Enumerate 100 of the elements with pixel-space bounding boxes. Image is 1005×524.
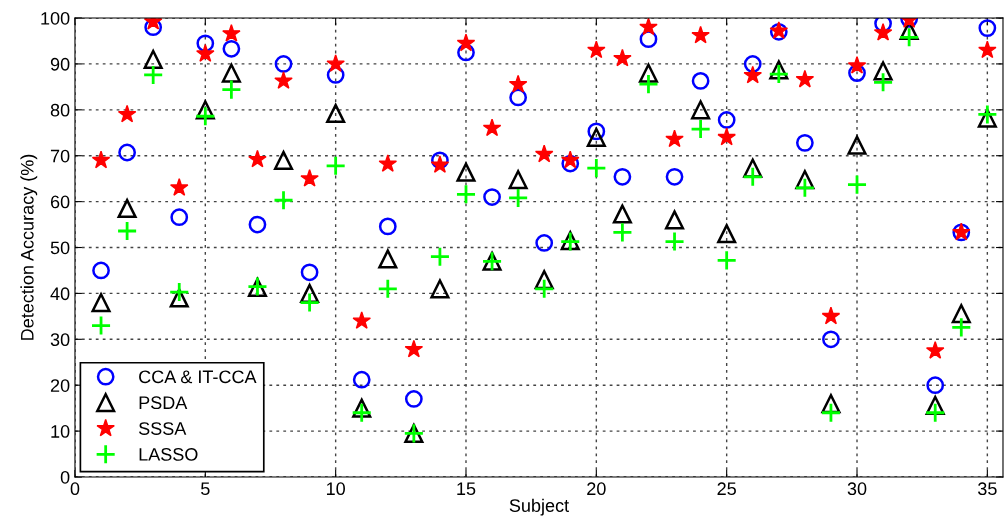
point: [91, 150, 111, 169]
point: [220, 79, 242, 101]
point: [507, 187, 529, 209]
point: [585, 157, 607, 179]
x-tick-label: 15: [457, 482, 476, 496]
point: [273, 189, 294, 211]
point: [248, 215, 267, 234]
point: [378, 154, 398, 172]
point: [508, 74, 528, 93]
point: [483, 188, 501, 206]
point: [455, 183, 477, 205]
x-tick-label: 30: [847, 482, 867, 496]
point: [326, 66, 345, 84]
point: [90, 315, 112, 336]
y-tick-label: 20: [50, 379, 70, 392]
point: [222, 39, 241, 58]
point: [196, 34, 215, 53]
point: [169, 178, 189, 196]
point: [873, 61, 893, 81]
point: [300, 168, 319, 187]
point: [404, 339, 424, 358]
point: [847, 135, 867, 155]
y-tick-label: 70: [50, 149, 70, 163]
point: [482, 118, 502, 137]
point: [873, 22, 893, 41]
point: [116, 220, 138, 242]
point: [848, 64, 866, 82]
point: [326, 103, 346, 124]
point: [717, 224, 737, 244]
point: [194, 105, 216, 127]
point: [820, 402, 842, 424]
y-tick-label: 50: [50, 241, 70, 255]
x-tick-label: 10: [326, 482, 345, 496]
y-tick-label: 10: [51, 425, 70, 438]
point: [142, 64, 164, 86]
legend-label: CCA & IT-CCA: [139, 370, 257, 384]
point: [325, 155, 347, 177]
point: [118, 143, 136, 162]
legend-label: LASSO: [139, 448, 198, 461]
point: [717, 127, 736, 146]
point: [91, 293, 111, 313]
point: [170, 208, 189, 227]
point: [508, 170, 528, 190]
point: [429, 246, 451, 268]
point: [795, 133, 814, 152]
point: [664, 231, 685, 252]
point: [587, 40, 606, 59]
point: [665, 167, 684, 186]
point: [560, 150, 580, 169]
point: [352, 311, 372, 329]
point: [457, 43, 475, 62]
point: [950, 316, 972, 338]
point: [639, 18, 658, 36]
point: [872, 71, 894, 93]
point: [168, 281, 190, 303]
point: [612, 204, 632, 224]
point: [794, 177, 816, 199]
x-tick-label: 35: [978, 482, 997, 496]
point: [143, 49, 163, 69]
point: [378, 249, 398, 269]
point: [611, 221, 633, 243]
x-tick-label: 25: [717, 482, 736, 496]
point: [691, 72, 710, 90]
point: [222, 23, 241, 42]
point: [352, 370, 371, 389]
point: [822, 330, 840, 349]
point: [638, 73, 659, 95]
point: [456, 33, 476, 52]
point: [639, 30, 658, 49]
y-tick-label: 0: [60, 470, 70, 484]
point: [664, 210, 685, 230]
point: [846, 174, 868, 196]
point: [404, 390, 423, 408]
y-tick-label: 80: [50, 103, 70, 117]
point: [535, 234, 554, 252]
point: [638, 63, 659, 83]
point: [221, 63, 241, 83]
point: [613, 48, 632, 67]
point: [456, 162, 476, 182]
point: [117, 104, 137, 123]
point: [924, 402, 946, 424]
y-tick-label: 90: [50, 57, 70, 71]
point: [326, 54, 345, 72]
point: [742, 166, 764, 188]
point: [691, 100, 711, 120]
point: [274, 71, 293, 89]
y-tick-label: 30: [50, 333, 70, 347]
point: [847, 56, 867, 74]
point: [274, 55, 293, 73]
point: [378, 217, 397, 236]
point: [92, 261, 110, 280]
point: [925, 341, 945, 359]
point: [117, 198, 137, 219]
point: [690, 118, 712, 140]
point: [299, 292, 320, 314]
x-tick-label: 20: [587, 482, 606, 496]
point: [248, 149, 267, 168]
point: [613, 167, 632, 186]
point: [926, 376, 945, 395]
point: [743, 55, 762, 73]
